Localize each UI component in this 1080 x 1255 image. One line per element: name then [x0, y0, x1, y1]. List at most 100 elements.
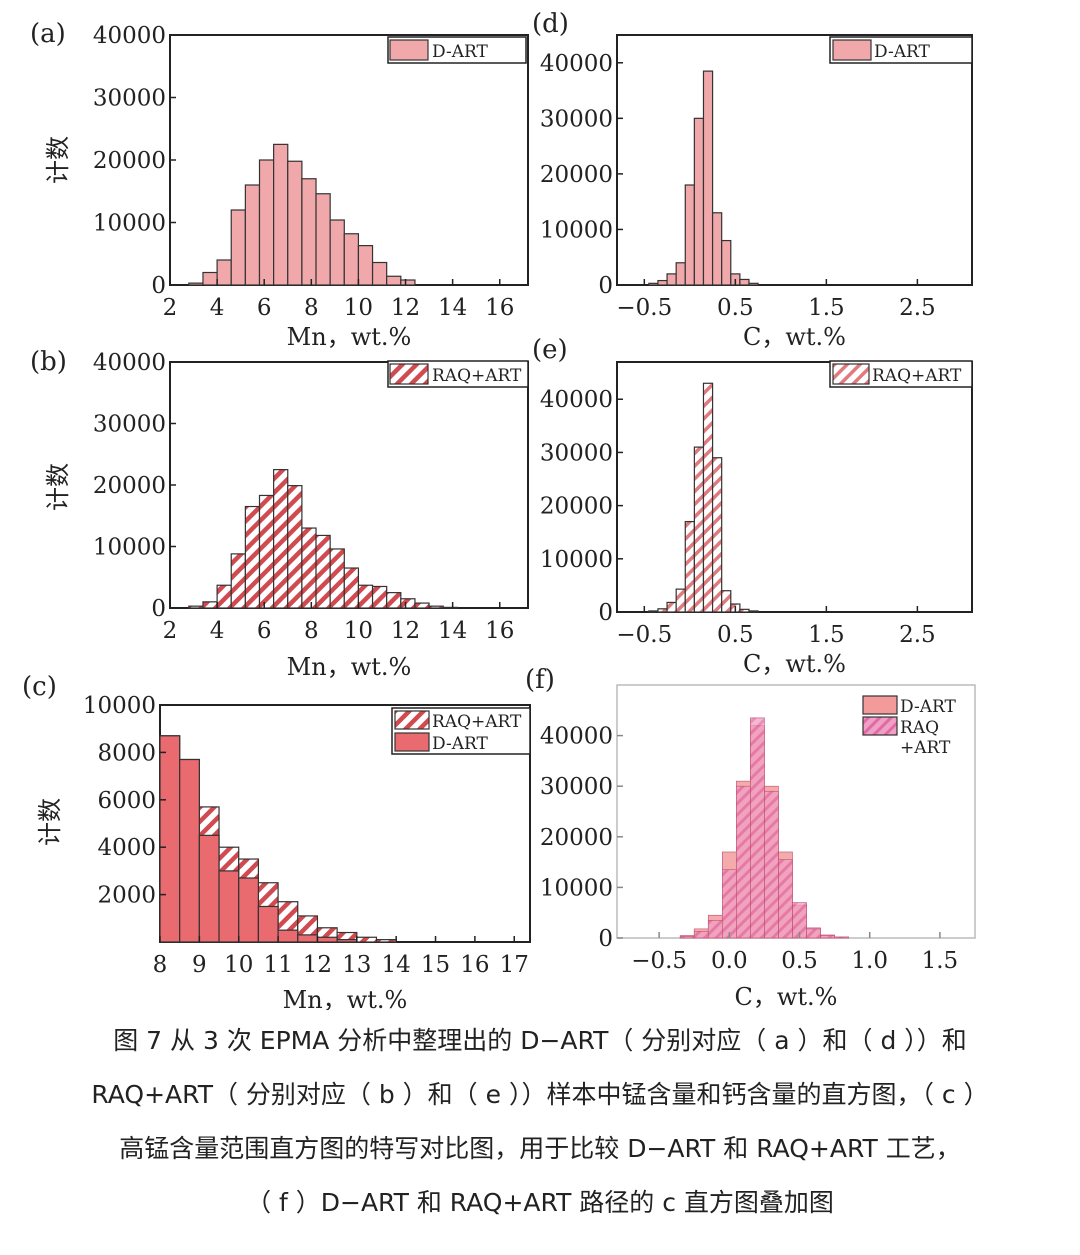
- y-tick-label: 0: [598, 600, 613, 626]
- y-tick-label: 20000: [540, 825, 613, 851]
- bar-raq-art: [648, 610, 659, 613]
- y-tick-label: 20000: [540, 162, 613, 188]
- panel-f-c-overlay: −0.5 0.0 0.5 1.0 1.5 0 10000 20000 30000 40000 C，w…: [525, 665, 976, 1010]
- bar-d-art: [711, 212, 723, 286]
- bar-raq-art: [721, 869, 737, 939]
- bar-raq-art: [707, 919, 723, 939]
- bar-d-art: [400, 279, 416, 286]
- y-tick-label: 0: [598, 273, 613, 299]
- bar-raq-art: [442, 606, 458, 609]
- bar-raq-art: [329, 548, 345, 609]
- panel-label: (a): [30, 19, 66, 49]
- bar-raq-art: [739, 608, 750, 613]
- bar-raq-art: [301, 527, 317, 609]
- x-tick-label: 17: [500, 952, 529, 978]
- y-tick-label: 20000: [540, 494, 613, 520]
- bar-raq-art: [702, 382, 714, 613]
- panel-label: (e): [532, 335, 568, 365]
- panel-c-mn-closeup: 8 9 10 11 12 13 14 15 16 17 2000 4000 6000 8000 10000 M…: [22, 672, 531, 1010]
- bar-d-art: [244, 184, 261, 286]
- y-tick-label: 10000: [540, 217, 613, 243]
- y-tick-label: 10000: [93, 211, 166, 237]
- x-tick-label: 9: [192, 952, 207, 978]
- plot-frame: [616, 684, 976, 939]
- x-tick-label: 1.5: [808, 622, 845, 648]
- bar-d-art: [218, 870, 240, 943]
- bar-raq-art: [778, 859, 793, 939]
- bar-d-art: [739, 278, 750, 286]
- bar-d-art: [216, 259, 232, 286]
- caption-line-3: 高锰含量范围直方图的特写对比图，用于比较 D−ART 和 RAQ+ART 工艺，: [119, 1134, 961, 1163]
- y-tick-label: 30000: [540, 106, 613, 132]
- x-tick-label: 12: [303, 952, 332, 978]
- bar-d-art: [316, 936, 338, 943]
- bar-raq-art: [693, 446, 705, 613]
- bar-raq-art: [820, 935, 835, 939]
- legend-swatch: [394, 710, 430, 730]
- legend-label: RAQ+ART: [432, 712, 522, 732]
- bar-raq-art: [764, 790, 779, 939]
- legend-swatch: [862, 695, 898, 715]
- bar-raq-art: [230, 553, 246, 609]
- x-tick-label: 4: [210, 618, 225, 644]
- bar-d-art: [748, 282, 759, 286]
- plot-frame: [616, 34, 973, 286]
- legend-label: D-ART: [432, 734, 488, 754]
- y-tick-label: 10000: [540, 875, 613, 901]
- bar-d-art: [238, 877, 260, 943]
- y-tick-label: 0: [151, 273, 166, 299]
- x-tick-label: 1.0: [851, 948, 888, 974]
- x-tick-label: 8: [153, 952, 168, 978]
- legend-swatch: [832, 39, 872, 61]
- bar-d-art: [693, 117, 705, 286]
- y-axis-label: 计数: [44, 136, 72, 184]
- bar-raq-art: [258, 494, 275, 609]
- panel-a-mn-d-art: 2 4 6 8 10 12 14 16 0 10000 20000 30000 40000 Mn，wt.%…: [30, 19, 529, 351]
- x-axis-label: Mn，wt.%: [287, 323, 412, 351]
- caption-line-4: （ f ）D−ART 和 RAQ+ART 路径的 c 直方图叠加图: [246, 1188, 834, 1217]
- y-tick-label: 20000: [93, 473, 166, 499]
- bar-d-art: [657, 279, 668, 286]
- legend-label: +ART: [900, 738, 951, 758]
- y-tick-label: 8000: [97, 740, 156, 766]
- bar-d-art: [273, 143, 289, 286]
- legend-label: RAQ: [900, 718, 939, 738]
- x-tick-label: −0.5: [616, 295, 672, 321]
- x-axis-label: C，wt.%: [735, 983, 838, 1010]
- x-tick-label: 2.5: [899, 622, 936, 648]
- legend-swatch: [832, 363, 870, 385]
- x-axis-label: Mn，wt.%: [287, 653, 412, 681]
- bar-d-art: [287, 160, 303, 286]
- x-tick-label: 11: [263, 952, 292, 978]
- bar-d-art: [357, 245, 374, 286]
- x-axis-label: C，wt.%: [743, 323, 846, 351]
- x-tick-label: −0.5: [631, 948, 687, 974]
- x-tick-label: 15: [421, 952, 450, 978]
- x-tick-label: 16: [460, 952, 489, 978]
- y-tick-label: 30000: [540, 440, 613, 466]
- bar-d-art: [277, 929, 299, 943]
- y-tick-label: 40000: [93, 23, 166, 49]
- figure-canvas: 2 4 6 8 10 12 14 16010000200003000040000Mn，wt.%…: [22, 9, 976, 1010]
- y-tick-label: 40000: [540, 387, 613, 413]
- bar-d-art: [315, 193, 331, 286]
- bar-raq-art: [750, 717, 765, 939]
- bar-raq-art: [657, 608, 668, 613]
- bar-d-art: [329, 219, 345, 286]
- x-tick-label: 10: [224, 952, 253, 978]
- bar-d-art: [336, 939, 358, 943]
- bar-raq-art: [684, 520, 695, 613]
- bar-d-art: [297, 934, 319, 943]
- bar-raq-art: [679, 936, 695, 939]
- bar-raq-art: [675, 588, 686, 613]
- bar-raq-art: [273, 469, 289, 609]
- x-tick-label: 1.5: [808, 295, 845, 321]
- y-tick-label: 10000: [83, 693, 156, 719]
- y-tick-label: 40000: [540, 724, 613, 750]
- bar-raq-art: [428, 605, 444, 609]
- panel-b-mn-raq-art: 2 4 6 8 10 12 14 16 0 10000 20000 30000 40000 Mn，wt.%…: [30, 347, 529, 681]
- legend-label: D-ART: [432, 42, 488, 62]
- x-tick-label: 12: [391, 295, 420, 321]
- bar-raq-art: [834, 936, 849, 939]
- bar-raq-art: [343, 567, 360, 609]
